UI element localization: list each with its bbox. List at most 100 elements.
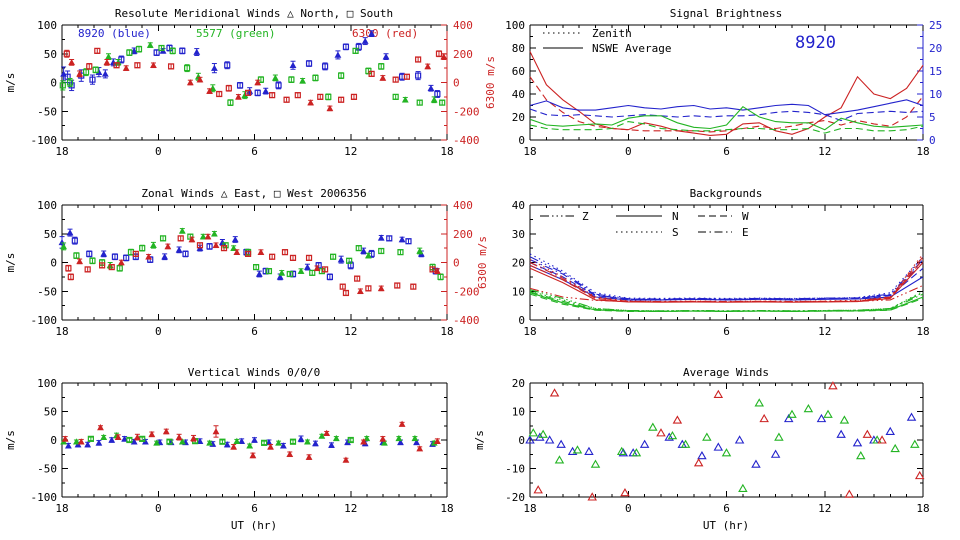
svg-text:40: 40 — [512, 199, 525, 212]
svg-text:-400: -400 — [453, 134, 480, 147]
svg-text:0: 0 — [50, 434, 57, 447]
svg-text:0: 0 — [155, 325, 162, 338]
svg-text:0: 0 — [625, 325, 632, 338]
svg-text:12: 12 — [818, 325, 831, 338]
svg-text:m/s: m/s — [4, 430, 17, 450]
svg-text:UT (hr): UT (hr) — [231, 519, 277, 532]
svg-text:50: 50 — [44, 406, 57, 419]
svg-text:18: 18 — [916, 325, 929, 338]
svg-text:-200: -200 — [453, 105, 480, 118]
svg-text:200: 200 — [453, 48, 473, 61]
svg-text:18: 18 — [55, 502, 68, 515]
svg-text:80: 80 — [512, 42, 525, 55]
svg-text:N: N — [672, 210, 679, 223]
svg-text:-10: -10 — [505, 463, 525, 476]
svg-text:18: 18 — [440, 502, 453, 515]
svg-text:18: 18 — [916, 502, 929, 515]
svg-text:-50: -50 — [37, 285, 57, 298]
svg-text:5577 (green): 5577 (green) — [196, 27, 275, 40]
svg-text:8920: 8920 — [795, 33, 836, 53]
svg-text:NSWE Average: NSWE Average — [592, 42, 671, 55]
svg-text:15: 15 — [929, 65, 942, 78]
svg-text:-100: -100 — [31, 314, 58, 327]
svg-text:-50: -50 — [37, 463, 57, 476]
svg-text:Average Winds: Average Winds — [683, 366, 769, 379]
svg-text:6: 6 — [251, 145, 258, 158]
svg-text:50: 50 — [44, 48, 57, 61]
svg-text:18: 18 — [523, 325, 536, 338]
svg-text:18: 18 — [916, 145, 929, 158]
svg-text:0: 0 — [155, 145, 162, 158]
svg-text:100: 100 — [505, 19, 525, 32]
svg-text:400: 400 — [453, 19, 473, 32]
svg-text:10: 10 — [512, 406, 525, 419]
svg-text:20: 20 — [512, 377, 525, 390]
svg-text:8920 (blue): 8920 (blue) — [78, 27, 151, 40]
svg-text:20: 20 — [512, 111, 525, 124]
svg-text:18: 18 — [55, 325, 68, 338]
svg-text:0: 0 — [518, 134, 525, 147]
svg-text:-20: -20 — [505, 491, 525, 504]
svg-text:0: 0 — [155, 502, 162, 515]
svg-text:6: 6 — [723, 145, 730, 158]
svg-text:0: 0 — [50, 77, 57, 90]
svg-text:6: 6 — [723, 325, 730, 338]
svg-text:6: 6 — [723, 502, 730, 515]
svg-text:E: E — [742, 226, 749, 239]
svg-text:Signal Brightness: Signal Brightness — [670, 7, 783, 20]
svg-text:100: 100 — [37, 377, 57, 390]
svg-text:20: 20 — [512, 257, 525, 270]
svg-text:100: 100 — [37, 199, 57, 212]
svg-text:400: 400 — [453, 199, 473, 212]
svg-text:12: 12 — [818, 502, 831, 515]
svg-text:0: 0 — [50, 257, 57, 270]
svg-text:12: 12 — [818, 145, 831, 158]
svg-text:Resolute Meridional Winds △ No: Resolute Meridional Winds △ North, □ Sou… — [115, 7, 393, 20]
svg-text:Zonal Winds △ East, □ West 200: Zonal Winds △ East, □ West 2006356 — [141, 187, 366, 200]
svg-text:12: 12 — [344, 325, 357, 338]
svg-text:30: 30 — [512, 228, 525, 241]
svg-text:12: 12 — [344, 502, 357, 515]
svg-text:Backgrounds: Backgrounds — [690, 187, 763, 200]
svg-text:6: 6 — [251, 502, 258, 515]
svg-text:20: 20 — [929, 42, 942, 55]
svg-text:0: 0 — [518, 314, 525, 327]
svg-text:-50: -50 — [37, 105, 57, 118]
svg-text:0: 0 — [518, 434, 525, 447]
svg-text:50: 50 — [44, 228, 57, 241]
svg-text:10: 10 — [512, 285, 525, 298]
svg-text:6300 (red): 6300 (red) — [352, 27, 418, 40]
svg-text:m/s: m/s — [473, 430, 486, 450]
svg-text:25: 25 — [929, 19, 942, 32]
svg-text:-400: -400 — [453, 314, 480, 327]
svg-text:0: 0 — [453, 77, 460, 90]
svg-text:0: 0 — [453, 257, 460, 270]
svg-text:Zenith: Zenith — [592, 27, 632, 40]
svg-text:0: 0 — [625, 145, 632, 158]
svg-text:0: 0 — [929, 134, 936, 147]
svg-text:-100: -100 — [31, 134, 58, 147]
svg-text:6300 m/s: 6300 m/s — [484, 56, 497, 109]
svg-text:5: 5 — [929, 111, 936, 124]
svg-text:40: 40 — [512, 88, 525, 101]
svg-text:m/s: m/s — [4, 253, 17, 273]
svg-text:m/s: m/s — [4, 73, 17, 93]
svg-text:18: 18 — [440, 325, 453, 338]
svg-text:-200: -200 — [453, 285, 480, 298]
svg-text:200: 200 — [453, 228, 473, 241]
svg-text:S: S — [672, 226, 679, 239]
svg-text:100: 100 — [37, 19, 57, 32]
svg-text:12: 12 — [344, 145, 357, 158]
svg-text:6300 m/s: 6300 m/s — [476, 236, 489, 289]
svg-text:6: 6 — [251, 325, 258, 338]
svg-text:60: 60 — [512, 65, 525, 78]
svg-text:0: 0 — [625, 502, 632, 515]
svg-text:Z: Z — [582, 210, 589, 223]
